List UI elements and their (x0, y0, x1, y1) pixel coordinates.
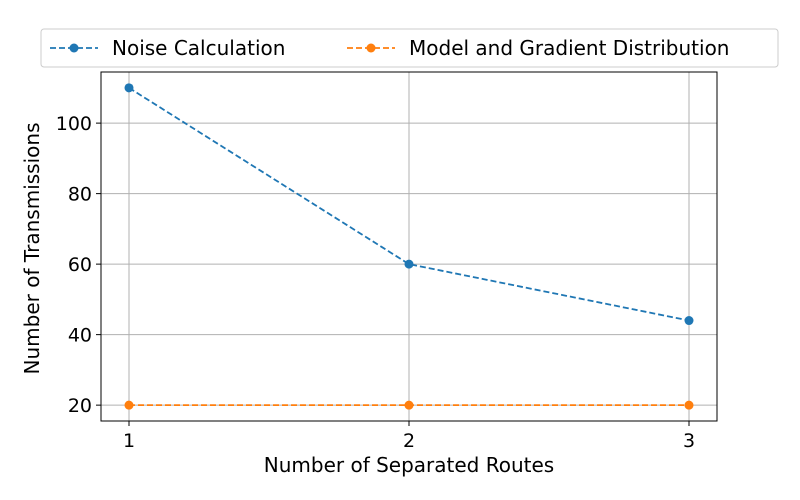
x-tick-label: 3 (683, 430, 695, 452)
legend-label: Model and Gradient Distribution (409, 36, 729, 60)
legend: Noise Calculation Model and Gradient Dist… (40, 28, 779, 68)
series-point-1 (124, 400, 134, 410)
legend-items: Noise Calculation Model and Gradient Dist… (50, 36, 729, 60)
y-tick-label: 20 (68, 395, 92, 417)
series-point-0 (684, 316, 694, 326)
series-line-0 (128, 87, 690, 322)
y-tick-label: 40 (68, 325, 92, 347)
series-point-1 (404, 400, 414, 410)
y-tick-label: 60 (68, 254, 92, 276)
series-layer (124, 83, 694, 410)
series-point-0 (404, 259, 414, 269)
x-tick-label: 2 (403, 430, 415, 452)
y-tick-label: 100 (56, 113, 92, 135)
legend-label: Noise Calculation (112, 36, 285, 60)
x-axis-label: Number of Separated Routes (264, 453, 554, 477)
legend-swatch-marker (69, 43, 79, 53)
y-tick-label: 80 (68, 184, 92, 206)
series-point-1 (684, 400, 694, 410)
legend-swatch-marker (366, 43, 376, 53)
legend-frame (40, 28, 779, 68)
axis-ticks: 20 40 60 80 100 1 2 3 (56, 113, 695, 452)
series-point-0 (124, 83, 134, 93)
x-tick-label: 1 (123, 430, 135, 452)
grid (101, 72, 717, 421)
y-axis-label: Number of Transmissions (20, 123, 44, 375)
